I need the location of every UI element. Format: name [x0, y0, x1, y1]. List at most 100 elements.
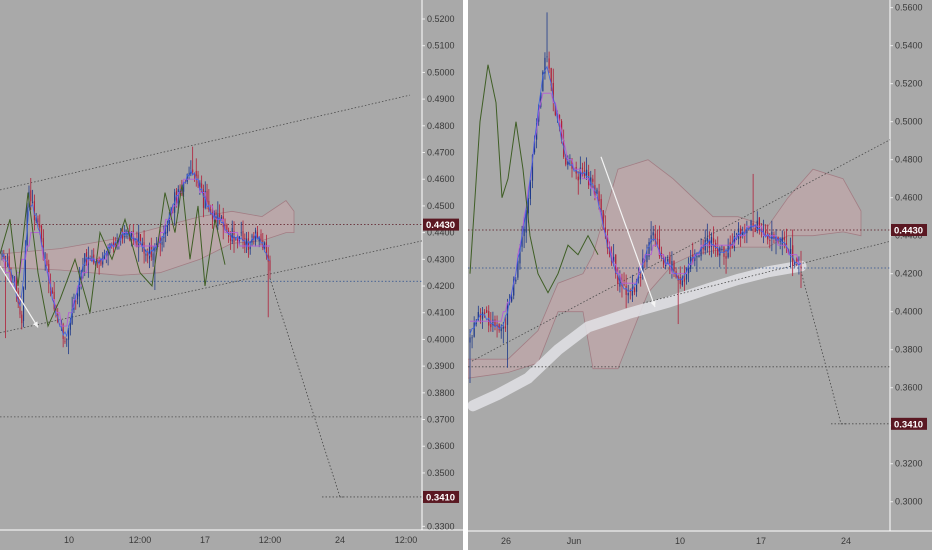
candle-body — [161, 241, 163, 245]
candle-body — [156, 243, 158, 250]
candle-body — [515, 279, 517, 282]
candle-body — [80, 273, 82, 283]
candle-body — [554, 104, 556, 116]
candle-body — [800, 266, 802, 268]
kijun-line — [2, 178, 270, 327]
candle-body — [479, 313, 482, 317]
price-tick-label: 0.3300 — [427, 521, 455, 531]
candle-body — [652, 232, 654, 236]
candle-body — [511, 296, 513, 302]
candle-body — [527, 198, 529, 214]
candle-body — [71, 309, 73, 324]
candle-body — [179, 190, 181, 193]
candle-body — [698, 254, 700, 257]
candle-body — [627, 293, 629, 296]
price-tick-label: 0.4600 — [895, 193, 923, 203]
candle-body — [731, 244, 733, 248]
candle-body — [752, 222, 754, 227]
candle-body — [723, 246, 725, 257]
candle-body — [706, 237, 708, 242]
candle-body — [742, 231, 744, 236]
price-tick-label: 0.3500 — [427, 468, 455, 478]
candle-body — [796, 258, 798, 264]
candle-body — [631, 287, 634, 296]
candle-body — [602, 210, 604, 229]
candle-body — [667, 259, 669, 263]
candle-body — [98, 258, 100, 264]
price-tick-label: 0.5200 — [427, 14, 455, 24]
candle-body — [258, 236, 260, 242]
tenkan-line — [1, 169, 271, 338]
candle-body — [46, 260, 48, 265]
price-tick-label: 0.4600 — [427, 174, 455, 184]
time-tick-label: 12:00 — [259, 535, 282, 545]
candle-body — [51, 290, 53, 293]
candle-body — [525, 210, 527, 233]
candle-body — [660, 253, 663, 258]
candle-body — [269, 260, 271, 271]
channel-line — [471, 139, 891, 362]
candle-body — [188, 173, 190, 175]
candle-body — [671, 261, 673, 268]
candle-body — [640, 276, 642, 278]
candle-body — [773, 234, 775, 240]
candle-body — [265, 242, 267, 256]
candle-body — [783, 237, 785, 240]
candle-body — [637, 276, 640, 279]
candle-body — [477, 311, 479, 320]
candle-body — [192, 169, 194, 173]
candle-body — [145, 253, 147, 256]
arrow-head — [650, 301, 656, 307]
candle-body — [633, 288, 636, 293]
candle-body — [585, 169, 588, 176]
candle-body — [502, 326, 504, 329]
candle-body — [604, 227, 606, 233]
moving-average-band — [468, 260, 807, 412]
candle-body — [139, 233, 142, 242]
right-chart-pane[interactable]: 0.5600 0.5400 0.5200 0.5000 0.4800 0.4600 0.44… — [468, 0, 932, 550]
candle-body — [17, 290, 19, 304]
candle-body — [121, 231, 124, 239]
pane-divider[interactable] — [463, 0, 468, 550]
candle-body — [147, 254, 149, 256]
candle-body — [237, 239, 239, 242]
candle-body — [41, 225, 43, 243]
candle-body — [725, 256, 727, 259]
time-tick-label: 10 — [64, 535, 74, 545]
candle-body — [577, 176, 579, 181]
time-tick-label: 12:00 — [129, 535, 152, 545]
candle-body — [656, 238, 658, 240]
price-label: 0.3410 — [426, 492, 455, 503]
candle-body — [130, 231, 133, 238]
price-tick-label: 0.3800 — [895, 345, 923, 355]
left-chart-pane[interactable]: 0.5200 0.5100 0.5000 0.4900 0.4800 0.4700 0.46… — [0, 0, 463, 550]
candle-body — [635, 280, 638, 292]
candle-body — [794, 261, 796, 265]
candle-body — [642, 258, 644, 277]
candle-body — [247, 238, 249, 251]
candle-body — [712, 238, 715, 243]
right-chart: 0.5600 0.5400 0.5200 0.5000 0.4800 0.4600 0.44… — [468, 0, 932, 546]
candle-body — [658, 239, 661, 257]
candle-body — [183, 183, 185, 192]
candle-body — [687, 267, 690, 274]
candle-body — [217, 214, 219, 227]
candle-body — [758, 217, 760, 231]
price-tick-label: 0.4700 — [427, 148, 455, 158]
candle-body — [249, 245, 251, 250]
candle-body — [715, 242, 717, 250]
candle-body — [246, 238, 248, 248]
price-label: 0.4430 — [894, 225, 923, 236]
candle-body — [719, 247, 721, 256]
candle-body — [681, 277, 683, 286]
candle-body — [754, 228, 756, 232]
candle-body — [702, 246, 704, 250]
candle-body — [256, 232, 258, 239]
candle-body — [103, 254, 106, 260]
arrow-line — [600, 156, 656, 308]
tenkan-line — [469, 65, 802, 335]
candle-body — [490, 323, 492, 328]
candle-body — [136, 241, 138, 247]
price-tick-label: 0.5000 — [427, 67, 455, 77]
candle-body — [779, 240, 781, 242]
